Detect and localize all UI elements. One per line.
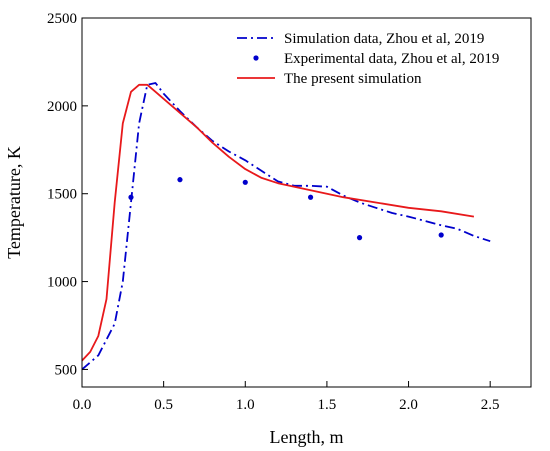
y-tick-label: 1000 (47, 275, 77, 291)
data-point (128, 194, 134, 200)
x-tick-label: 2.5 (481, 397, 500, 413)
x-tick-label: 0.5 (154, 397, 173, 413)
y-axis-label: Temperature, K (4, 146, 24, 259)
x-tick-label: 1.5 (318, 397, 337, 413)
plot-marks (81, 82, 491, 371)
x-tick-label: 2.0 (399, 397, 418, 413)
data-point (242, 179, 248, 185)
data-point (438, 232, 444, 238)
legend: Simulation data, Zhou et al, 2019 Experim… (237, 31, 499, 87)
x-tick-label: 1.0 (236, 397, 255, 413)
legend-marker (253, 55, 259, 61)
y-tick-label: 1500 (47, 187, 77, 203)
x-axis-label: Length, m (270, 427, 344, 447)
y-tick-label: 2000 (47, 99, 77, 115)
axis-ticks: 0.0 0.5 1.0 1.5 2.0 2.5 500 1000 1500 2000 2500 (47, 11, 500, 413)
y-tick-label: 500 (55, 362, 78, 378)
series-line-3 (81, 83, 475, 362)
data-point (307, 194, 314, 200)
data-point (177, 177, 183, 183)
legend-label: Experimental data, Zhou et al, 2019 (284, 51, 499, 67)
legend-label: Simulation data, Zhou et al, 2019 (284, 31, 484, 47)
series-line-1 (81, 82, 491, 371)
x-tick-label: 0.0 (73, 397, 92, 413)
data-point (356, 235, 363, 241)
y-tick-label: 2500 (47, 11, 77, 27)
legend-label: The present simulation (284, 71, 422, 87)
plot-frame (81, 17, 532, 388)
